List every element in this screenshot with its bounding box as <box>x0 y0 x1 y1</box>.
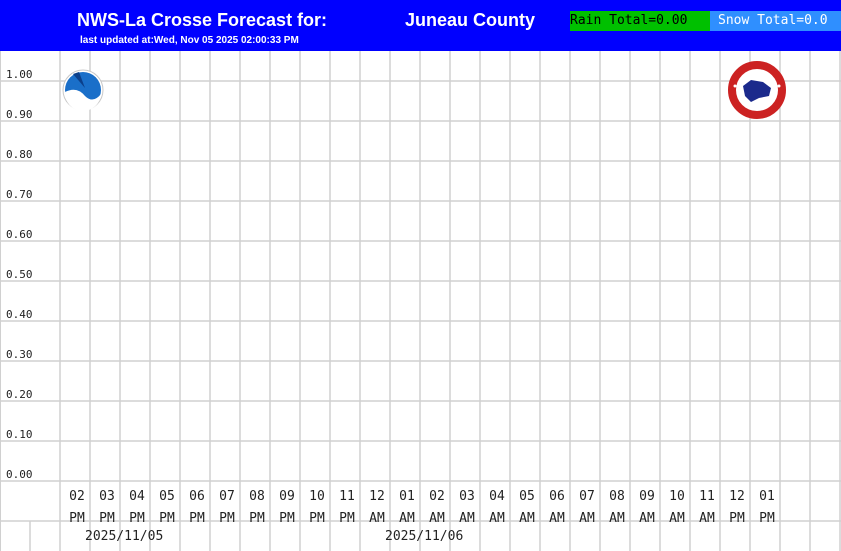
x-tick-hour: 01 <box>759 489 775 504</box>
x-tick-ampm: PM <box>189 511 205 526</box>
x-tick-hour: 09 <box>279 489 295 504</box>
x-tick-hour: 03 <box>99 489 115 504</box>
x-tick-hour: 10 <box>309 489 325 504</box>
x-tick-hour: 02 <box>69 489 85 504</box>
x-tick-ampm: PM <box>69 511 85 526</box>
x-tick-ampm: AM <box>459 511 475 526</box>
snow-total-badge: Snow Total=0.0 <box>710 11 841 31</box>
x-tick-hour: 12 <box>369 489 385 504</box>
x-tick-ampm: PM <box>309 511 325 526</box>
x-tick-hour: 12 <box>729 489 745 504</box>
y-tick-label: 0.40 <box>6 308 33 321</box>
noaa-logo <box>62 69 104 112</box>
x-tick-hour: 08 <box>609 489 625 504</box>
x-tick-ampm: PM <box>279 511 295 526</box>
y-tick-label: 0.10 <box>6 428 33 441</box>
x-tick-ampm: AM <box>369 511 385 526</box>
x-tick-hour: 11 <box>339 489 355 504</box>
x-tick-hour: 09 <box>639 489 655 504</box>
x-tick-ampm: AM <box>519 511 535 526</box>
x-tick-hour: 04 <box>489 489 505 504</box>
x-tick-hour: 10 <box>669 489 685 504</box>
header-bar: NWS-La Crosse Forecast for: Juneau Count… <box>0 0 841 51</box>
x-tick-ampm: AM <box>609 511 625 526</box>
x-tick-hour: 07 <box>579 489 595 504</box>
x-tick-ampm: PM <box>339 511 355 526</box>
y-axis-ticks: 1.00 0.90 0.80 0.70 0.60 0.50 0.40 0.30 0.20 0.10… <box>6 68 33 481</box>
x-tick-ampm: AM <box>399 511 415 526</box>
x-tick-ampm: PM <box>99 511 115 526</box>
county-name: Juneau County <box>405 10 536 30</box>
rain-total-badge: Rain Total=0.00 <box>570 11 710 31</box>
x-tick-ampm: AM <box>669 511 685 526</box>
x-tick-ampm: PM <box>129 511 145 526</box>
y-tick-label: 0.20 <box>6 388 33 401</box>
x-tick-ampm: AM <box>429 511 445 526</box>
x-tick-ampm: AM <box>549 511 565 526</box>
x-tick-hour: 02 <box>429 489 445 504</box>
y-tick-label: 0.30 <box>6 348 33 361</box>
date-label: 2025/11/05 <box>85 529 163 544</box>
x-tick-hour: 08 <box>249 489 265 504</box>
x-tick-ampm: PM <box>759 511 775 526</box>
x-tick-ampm: AM <box>489 511 505 526</box>
x-tick-ampm: PM <box>159 511 175 526</box>
x-tick-hour: 06 <box>189 489 205 504</box>
forecast-chart: 1.00 0.90 0.80 0.70 0.60 0.50 0.40 0.30 0.20 0.10… <box>0 51 841 551</box>
last-updated: last updated at:Wed, Nov 05 2025 02:00:3… <box>80 35 299 46</box>
nws-logo <box>728 61 786 119</box>
x-tick-ampm: PM <box>219 511 235 526</box>
y-tick-label: 0.00 <box>6 468 33 481</box>
x-tick-ampm: AM <box>639 511 655 526</box>
x-tick-ampm: PM <box>729 511 745 526</box>
x-tick-hour: 03 <box>459 489 475 504</box>
x-tick-ampm: AM <box>579 511 595 526</box>
chart-grid <box>0 51 841 551</box>
y-tick-label: 0.90 <box>6 108 33 121</box>
date-labels: 2025/11/05 2025/11/06 <box>85 529 463 544</box>
y-tick-label: 0.60 <box>6 228 33 241</box>
y-tick-label: 0.80 <box>6 148 33 161</box>
date-label: 2025/11/06 <box>385 529 463 544</box>
x-axis-ticks: 02 PM 03 PM 04 PM 05 PM 06 PM 07 PM 08 PM 09 PM 10 PM 11 PM… <box>69 489 775 526</box>
x-tick-hour: 05 <box>519 489 535 504</box>
page-title: NWS-La Crosse Forecast for: <box>77 10 328 30</box>
x-tick-hour: 11 <box>699 489 715 504</box>
x-tick-hour: 05 <box>159 489 175 504</box>
y-tick-label: 0.70 <box>6 188 33 201</box>
y-tick-label: 1.00 <box>6 68 33 81</box>
x-tick-hour: 01 <box>399 489 415 504</box>
x-tick-hour: 04 <box>129 489 145 504</box>
x-tick-hour: 06 <box>549 489 565 504</box>
x-tick-ampm: PM <box>249 511 265 526</box>
y-tick-label: 0.50 <box>6 268 33 281</box>
x-tick-hour: 07 <box>219 489 235 504</box>
x-tick-ampm: AM <box>699 511 715 526</box>
